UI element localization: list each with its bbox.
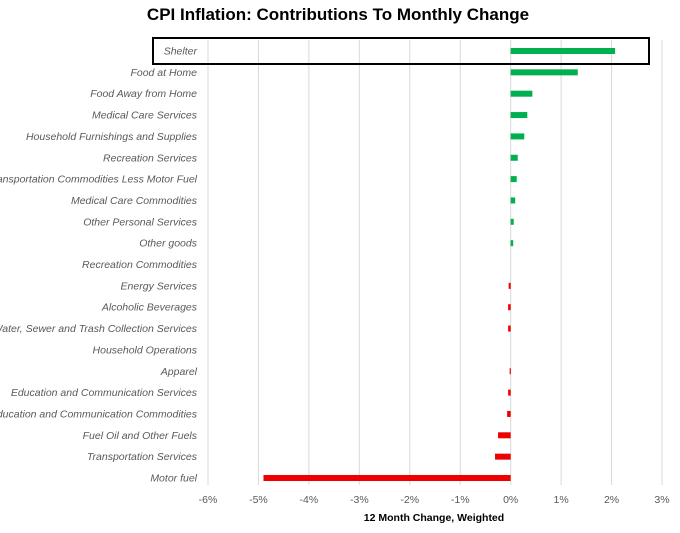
bars: [263, 48, 616, 481]
category-label: Energy Services: [121, 280, 198, 292]
category-label: Recreation Commodities: [82, 259, 198, 271]
category-label: Other Personal Services: [83, 216, 198, 228]
category-label: Education and Communication Services: [11, 387, 198, 399]
category-label: Household Furnishings and Supplies: [26, 131, 198, 143]
category-label: Apparel: [160, 366, 198, 378]
bar: [510, 48, 616, 54]
category-label: Fuel Oil and Other Fuels: [83, 430, 198, 442]
category-label: Medical Care Commodities: [71, 195, 198, 207]
x-tick-label: -1%: [451, 494, 470, 506]
category-labels: Shelter Food at Home Food Away from Home Me…: [0, 46, 198, 485]
bar: [510, 240, 514, 247]
category-label: Transportation Services: [87, 451, 198, 463]
bar: [495, 453, 511, 460]
bar: [510, 133, 525, 140]
x-tick-label: 3%: [654, 494, 669, 506]
bar: [498, 432, 511, 439]
chart-title: CPI Inflation: Contributions To Monthly …: [147, 5, 529, 24]
bar: [510, 112, 528, 119]
category-label: Other goods: [139, 238, 198, 250]
category-label: Water, Sewer and Trash Collection Servic…: [0, 323, 198, 335]
category-label: Food Away from Home: [90, 88, 197, 100]
bar: [508, 304, 511, 311]
bar: [508, 282, 511, 289]
bar: [509, 368, 511, 375]
x-tick-label: 0%: [503, 494, 518, 506]
bar: [508, 325, 511, 332]
category-label: Recreation Services: [103, 152, 198, 164]
bar: [263, 475, 511, 481]
x-axis-ticks: -6% -5% -4% -3% -2% -1% 0% 1% 2% 3%: [199, 494, 670, 506]
category-label: Transportation Commodities Less Motor Fu…: [0, 174, 198, 186]
x-tick-label: 2%: [604, 494, 619, 506]
x-axis-title: 12 Month Change, Weighted: [364, 512, 504, 524]
x-tick-label: 1%: [554, 494, 569, 506]
category-label: Household Operations: [93, 344, 198, 356]
bar: [510, 218, 514, 225]
bar: [510, 69, 578, 76]
x-tick-label: -6%: [199, 494, 218, 506]
highlight-box: [152, 37, 650, 65]
bar: [510, 197, 516, 204]
x-tick-label: -4%: [300, 494, 319, 506]
category-label: Shelter: [164, 46, 198, 58]
bar: [508, 389, 511, 396]
category-label: Alcoholic Beverages: [101, 302, 198, 314]
bar: [510, 90, 533, 97]
x-tick-label: -2%: [400, 494, 419, 506]
category-label: Education and Communication Commodities: [0, 408, 198, 420]
category-label: Food at Home: [130, 67, 197, 79]
bar: [510, 176, 517, 183]
category-label: Motor fuel: [150, 473, 197, 485]
x-tick-label: -5%: [249, 494, 268, 506]
x-tick-label: -3%: [350, 494, 369, 506]
grid-lines: [207, 40, 663, 485]
category-label: Medical Care Services: [92, 110, 198, 122]
bar: [507, 410, 511, 417]
bar: [510, 154, 518, 161]
